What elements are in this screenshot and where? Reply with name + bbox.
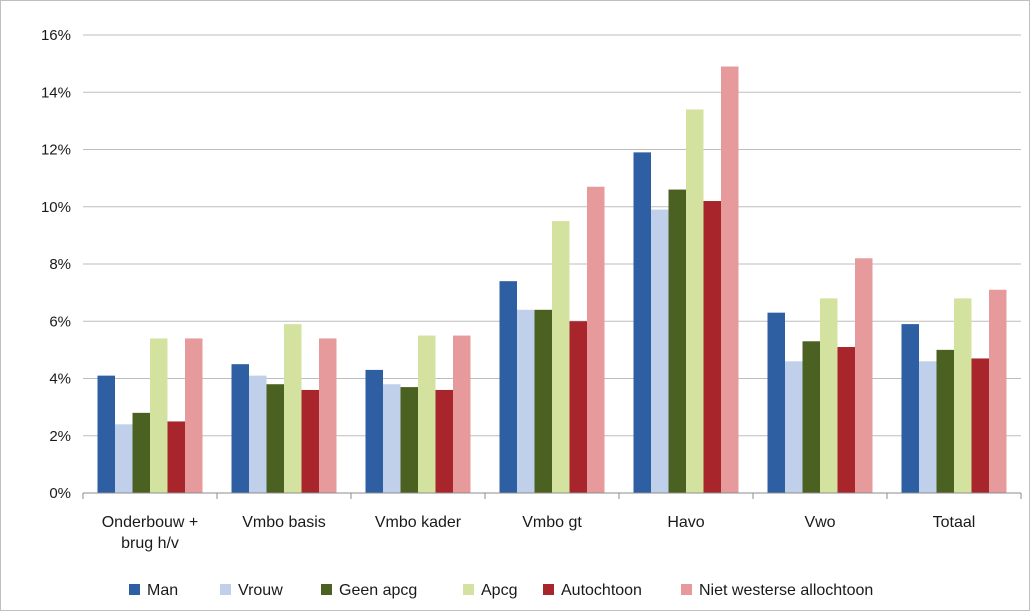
bar-apcg xyxy=(418,335,436,493)
bar-niet-westerse-allochtoon xyxy=(319,338,337,493)
legend-swatch xyxy=(129,584,140,595)
bar-vrouw xyxy=(517,309,535,493)
bar-vrouw xyxy=(919,361,937,493)
y-tick-label: 4% xyxy=(49,371,71,388)
bar-geen-apcg xyxy=(534,309,552,493)
bar-apcg xyxy=(150,338,168,493)
legend-swatch xyxy=(463,584,474,595)
x-category-label: Vmbo kader xyxy=(375,514,462,531)
bar-geen-apcg xyxy=(936,349,954,493)
x-category-label: Onderbouw + xyxy=(102,514,199,531)
y-axis-ticks: 0% 2% 4% 6% 8% 10% 12% 14% 16% xyxy=(41,27,71,502)
bar-autochtoon xyxy=(971,358,989,493)
bar-niet-westerse-allochtoon xyxy=(989,289,1007,493)
x-axis xyxy=(82,492,1022,499)
bar-vrouw xyxy=(249,375,267,493)
bar-geen-apcg xyxy=(132,412,150,493)
bar-geen-apcg xyxy=(802,341,820,493)
bar-vrouw xyxy=(651,209,669,494)
bar-autochtoon xyxy=(301,389,319,493)
bar-geen-apcg xyxy=(668,189,686,493)
bar-autochtoon xyxy=(167,421,185,493)
legend-label: Niet westerse allochtoon xyxy=(699,582,873,599)
bar-apcg xyxy=(686,109,704,494)
legend-swatch xyxy=(543,584,554,595)
x-category-label: Vwo xyxy=(804,514,835,531)
bar-man xyxy=(901,324,919,493)
bar-man xyxy=(767,312,785,493)
x-category-label: Totaal xyxy=(933,514,976,531)
bar-man xyxy=(499,281,517,493)
x-category-label: Havo xyxy=(667,514,704,531)
y-tick-label: 8% xyxy=(49,256,71,273)
bar-man xyxy=(97,375,115,493)
legend-label: Autochtoon xyxy=(561,582,642,599)
y-tick-label: 2% xyxy=(49,428,71,445)
bar-niet-westerse-allochtoon xyxy=(721,66,739,494)
x-category-label: brug h/v xyxy=(121,535,179,552)
y-tick-label: 6% xyxy=(49,313,71,330)
x-category-label: Vmbo basis xyxy=(242,514,326,531)
legend-label: Man xyxy=(147,582,178,599)
bar-niet-westerse-allochtoon xyxy=(855,258,873,493)
bar-niet-westerse-allochtoon xyxy=(185,338,203,493)
bar-geen-apcg xyxy=(266,384,284,493)
bar-geen-apcg xyxy=(400,387,418,493)
y-tick-label: 0% xyxy=(49,485,71,502)
bar-man xyxy=(365,369,383,493)
y-tick-label: 10% xyxy=(41,199,71,216)
legend-swatch xyxy=(220,584,231,595)
legend-label: Geen apcg xyxy=(339,582,417,599)
bars xyxy=(97,66,1007,494)
legend-swatch xyxy=(321,584,332,595)
bar-man xyxy=(231,364,249,493)
bar-vrouw xyxy=(785,361,803,493)
bar-autochtoon xyxy=(703,201,721,493)
y-tick-label: 16% xyxy=(41,27,71,44)
y-tick-label: 14% xyxy=(41,84,71,101)
y-tick-label: 12% xyxy=(41,142,71,159)
bar-apcg xyxy=(954,298,972,493)
x-axis-categories: Onderbouw + brug h/v Vmbo basis Vmbo kader V… xyxy=(102,514,976,552)
x-category-label: Vmbo gt xyxy=(522,514,582,531)
bar-autochtoon xyxy=(569,321,587,493)
bar-vrouw xyxy=(383,384,401,493)
legend-label: Vrouw xyxy=(238,582,283,599)
bar-niet-westerse-allochtoon xyxy=(587,186,605,493)
legend-label: Apcg xyxy=(481,582,517,599)
legend: Man Vrouw Geen apcg Apcg Autochtoon Niet west… xyxy=(129,582,873,599)
bar-vrouw xyxy=(115,424,133,493)
bar-autochtoon xyxy=(435,389,453,493)
bar-apcg xyxy=(284,324,302,493)
bar-apcg xyxy=(820,298,838,493)
bar-apcg xyxy=(552,221,570,493)
legend-swatch xyxy=(681,584,692,595)
bar-man xyxy=(633,152,651,494)
bar-niet-westerse-allochtoon xyxy=(453,335,471,493)
bar-autochtoon xyxy=(837,347,855,493)
